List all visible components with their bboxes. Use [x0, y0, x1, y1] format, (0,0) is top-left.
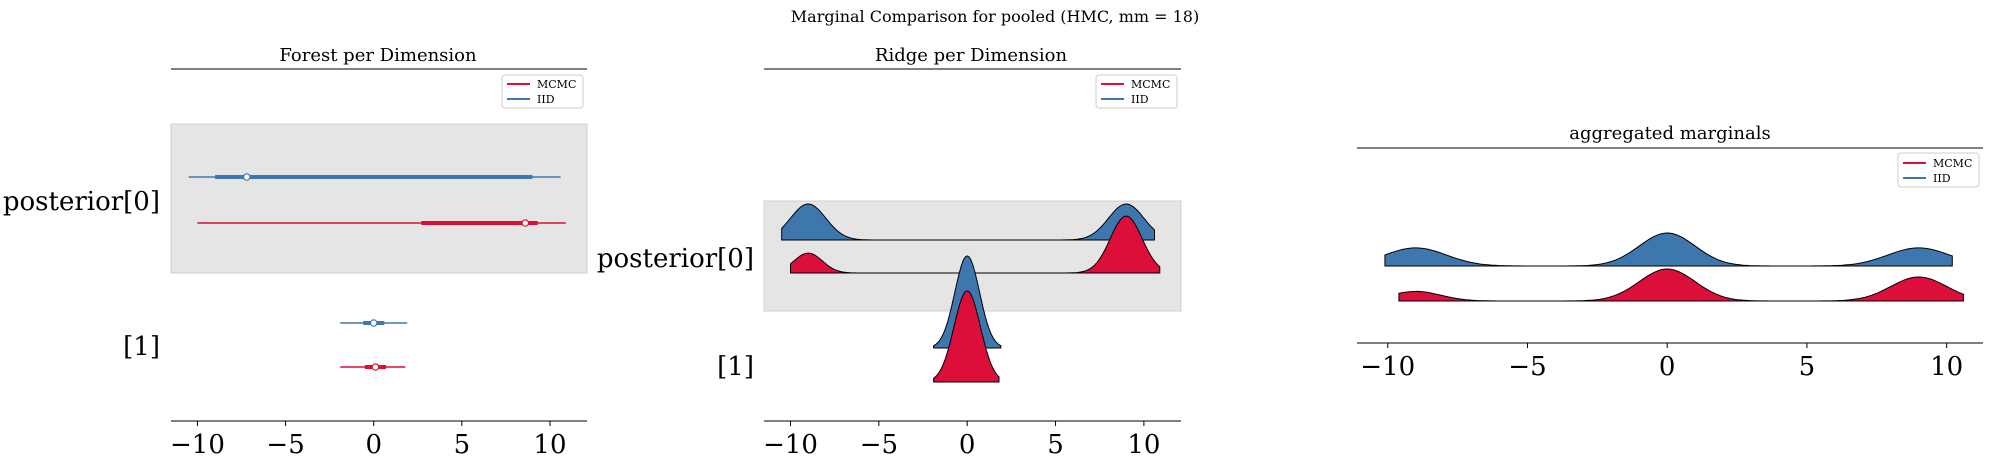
forest-legend-mcmc: MCMC	[537, 78, 576, 91]
aggregated-legend: MCMC IID	[1897, 152, 1980, 188]
aggregated-density-mcmc	[1398, 268, 1964, 302]
forest-median-mcmc-dim1	[371, 363, 380, 371]
aggregated-density-iid	[1384, 232, 1953, 267]
forest-xtick-label: 10	[533, 430, 566, 460]
forest-marks	[188, 173, 566, 371]
forest-title: Forest per Dimension	[279, 45, 477, 66]
aggregated-legend-iid: IID	[1933, 172, 1951, 185]
ridge-ytick-posterior0: posterior[0]	[597, 244, 754, 274]
forest-xtick-label: −10	[170, 430, 225, 460]
ridge-ytick-dim1: [1]	[717, 352, 754, 382]
ridge-legend-iid: IID	[1131, 93, 1149, 106]
aggregated-marks	[1384, 232, 1964, 302]
aggregated-xtick-label: −10	[1360, 352, 1415, 382]
ridge-xtick-label: −5	[860, 430, 898, 460]
ridge-panel: Ridge per Dimension posterior[0] [1] −10…	[597, 45, 1182, 460]
aggregated-panel: aggregated marginals −10 −5 0 5 10 MCMC IID	[1357, 123, 1983, 382]
aggregated-xtick-label: 5	[1799, 352, 1816, 382]
ridge-legend-mcmc: MCMC	[1131, 78, 1170, 91]
forest-x-axis: −10 −5 0 5 10	[170, 421, 567, 460]
forest-legend: MCMC IID	[501, 74, 584, 109]
forest-ytick-posterior0: posterior[0]	[3, 187, 160, 217]
ridge-title: Ridge per Dimension	[875, 45, 1068, 66]
forest-panel: Forest per Dimension posterior[0] [1] −1…	[3, 45, 588, 460]
ridge-legend: MCMC IID	[1095, 74, 1178, 109]
aggregated-xtick-label: 0	[1659, 352, 1676, 382]
ridge-density-mcmc-dim1	[933, 290, 1000, 383]
ridge-xtick-label: 5	[1047, 430, 1064, 460]
ridge-marks	[781, 203, 1161, 383]
ridge-x-axis: −10 −5 0 5 10	[763, 421, 1160, 460]
ridge-xtick-label: 0	[959, 430, 976, 460]
forest-band-posterior0	[170, 123, 588, 274]
forest-xtick-label: 0	[365, 430, 382, 460]
forest-median-iid-posterior0	[242, 173, 251, 181]
forest-median-mcmc-posterior0	[521, 219, 530, 227]
ridge-xtick-label: −10	[763, 430, 818, 460]
ridge-density-mcmc-posterior0	[789, 215, 1161, 274]
forest-xtick-label: −5	[266, 430, 304, 460]
aggregated-title: aggregated marginals	[1569, 123, 1770, 144]
forest-ytick-dim1: [1]	[123, 332, 160, 362]
aggregated-xtick-label: 10	[1930, 352, 1963, 382]
figure-title: Marginal Comparison for pooled (HMC, mm …	[791, 7, 1199, 26]
forest-legend-iid: IID	[537, 93, 555, 106]
aggregated-legend-mcmc: MCMC	[1933, 157, 1972, 170]
forest-xtick-label: 5	[454, 430, 471, 460]
ridge-xtick-label: 10	[1127, 430, 1160, 460]
forest-median-iid-dim1	[369, 319, 378, 327]
aggregated-x-axis: −10 −5 0 5 10	[1360, 343, 1963, 382]
aggregated-xtick-label: −5	[1508, 352, 1546, 382]
